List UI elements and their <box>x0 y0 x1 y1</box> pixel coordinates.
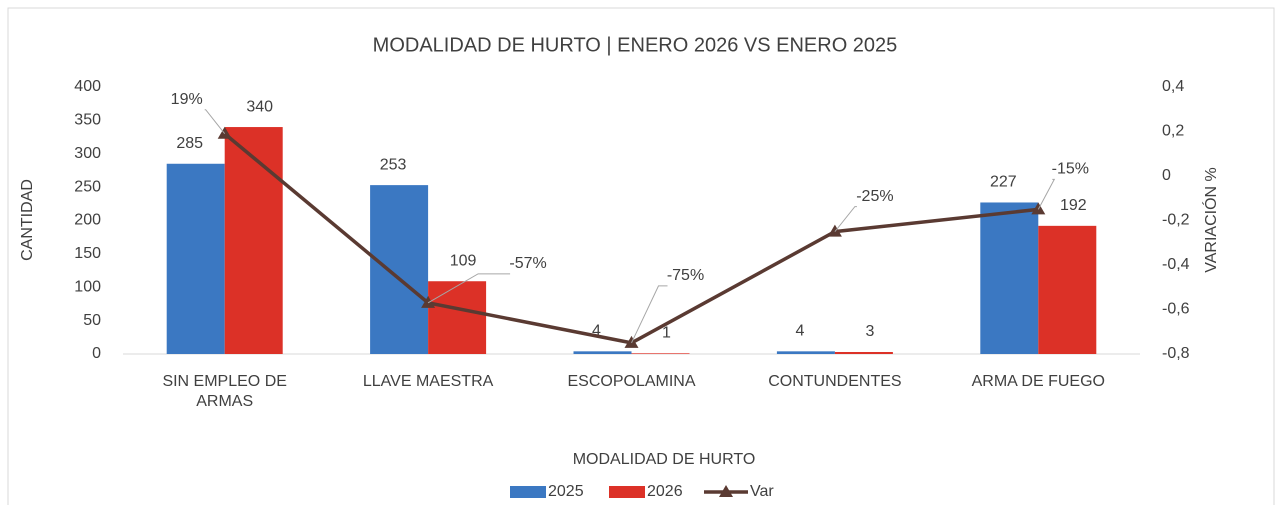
y2-tick-label: 0,2 <box>1162 123 1184 140</box>
x-tick-label: ARMA DE FUEGO <box>971 373 1105 390</box>
data-label: 4 <box>795 323 804 340</box>
bar <box>224 127 283 354</box>
x-tick-label: ESCOPOLAMINA <box>567 373 696 390</box>
x-tick-label: LLAVE MAESTRA <box>362 373 494 390</box>
x-tick-label: SIN EMPLEO DE ARMAS <box>162 373 287 410</box>
x-axis-title: MODALIDAD DE HURTO <box>573 451 756 468</box>
y-axis-title: CANTIDAD <box>19 179 36 261</box>
y2-axis-title: VARIACIÓN % <box>1201 167 1220 273</box>
legend-swatch <box>510 486 546 498</box>
y2-tick-label: -0,8 <box>1162 345 1190 362</box>
y2-tick-label: -0,4 <box>1162 256 1190 273</box>
data-label: 285 <box>176 135 203 152</box>
data-label: -75% <box>667 267 704 284</box>
legend-label: Var <box>750 483 774 500</box>
data-label: -15% <box>1052 161 1089 178</box>
bar <box>631 353 690 354</box>
line-marker <box>827 224 842 237</box>
legend-swatch <box>719 485 733 497</box>
data-label: 19% <box>171 91 203 108</box>
data-label: -25% <box>856 188 893 205</box>
leader-line <box>834 206 857 232</box>
y-tick-label: 100 <box>74 278 101 295</box>
y-tick-label: 50 <box>83 312 101 329</box>
data-label: 227 <box>990 174 1017 191</box>
line-marker <box>217 126 232 139</box>
data-label: 3 <box>865 323 874 340</box>
y2-tick-label: -0,2 <box>1162 212 1190 229</box>
data-label: 4 <box>592 323 601 340</box>
y-tick-label: 200 <box>74 212 101 229</box>
y-tick-label: 250 <box>74 178 101 195</box>
data-label: 1 <box>662 325 671 342</box>
legend-swatch <box>609 486 645 498</box>
bar <box>428 281 487 354</box>
line-marker <box>421 295 436 308</box>
data-label: 192 <box>1060 197 1087 214</box>
y-tick-label: 350 <box>74 112 101 129</box>
bar <box>166 163 225 354</box>
bar <box>834 351 893 354</box>
bar <box>370 185 429 354</box>
data-label: -57% <box>509 255 546 272</box>
y2-tick-label: -0,6 <box>1162 301 1190 318</box>
chart-title: MODALIDAD DE HURTO | ENERO 2026 VS ENERO… <box>373 34 898 56</box>
y-tick-label: 300 <box>74 145 101 162</box>
bar <box>980 202 1039 354</box>
y-tick-label: 0 <box>92 345 101 362</box>
data-label: 340 <box>246 98 273 115</box>
leader-line <box>1037 178 1056 210</box>
leader-line <box>204 109 226 135</box>
legend-label: 2025 <box>548 483 584 500</box>
data-label: 109 <box>450 252 477 269</box>
bar <box>1038 225 1097 354</box>
data-label: 253 <box>380 156 407 173</box>
leader-line <box>631 285 668 344</box>
leader-line <box>427 273 511 304</box>
x-tick-label: CONTUNDENTES <box>768 373 902 390</box>
y2-tick-label: 0,4 <box>1162 78 1184 95</box>
y-tick-label: 400 <box>74 78 101 95</box>
legend-label: 2026 <box>647 483 683 500</box>
y-tick-label: 150 <box>74 245 101 262</box>
bar <box>573 351 632 354</box>
y2-tick-label: 0 <box>1162 167 1171 184</box>
bar <box>776 351 835 354</box>
